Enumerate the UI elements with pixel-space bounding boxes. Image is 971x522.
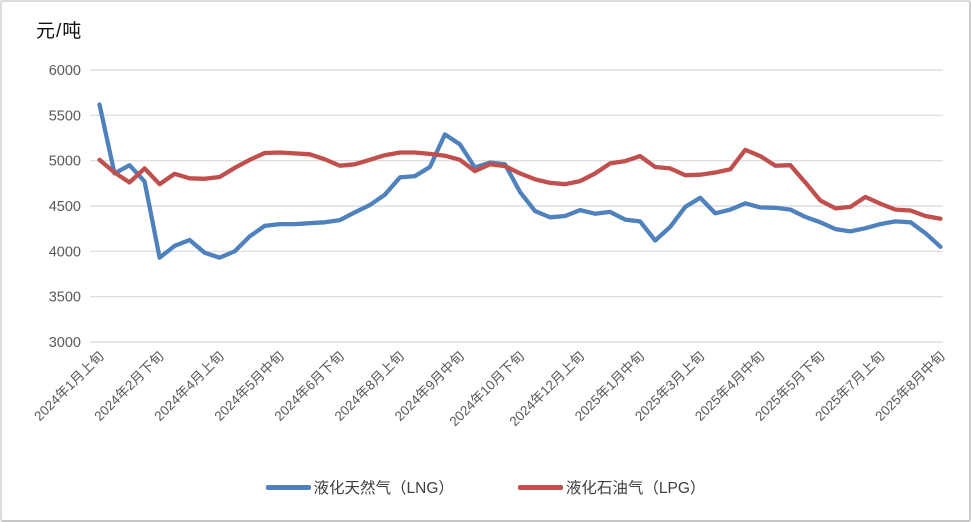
y-tick-label-4000: 4000 <box>49 244 81 260</box>
legend-label-lng: 液化天然气（LNG） <box>313 480 454 497</box>
y-tick-label-6000: 6000 <box>49 63 81 79</box>
y-tick-label-3500: 3500 <box>49 290 81 306</box>
legend-item-lng: 液化天然气（LNG） <box>265 476 454 498</box>
lpg-line-swatch <box>517 484 563 490</box>
lpg-series-line <box>97 147 943 221</box>
y-tick-label-5500: 5500 <box>49 108 81 124</box>
lng-line-swatch <box>265 484 311 490</box>
lng-series-line <box>97 102 943 260</box>
y-tick-label-3000: 3000 <box>49 335 81 351</box>
chart-legend: 液化天然气（LNG） 液化石油气（LPG） <box>2 476 969 498</box>
y-axis-unit-label: 元/吨 <box>36 21 83 42</box>
legend-label-lpg: 液化石油气（LPG） <box>565 480 706 497</box>
y-tick-label-5000: 5000 <box>49 154 81 170</box>
lng-lpg-line-chart: 60005500500045004000350030002024年1月上旬202… <box>31 63 947 429</box>
legend-item-lpg: 液化石油气（LPG） <box>517 476 706 498</box>
y-tick-label-4500: 4500 <box>49 199 81 215</box>
